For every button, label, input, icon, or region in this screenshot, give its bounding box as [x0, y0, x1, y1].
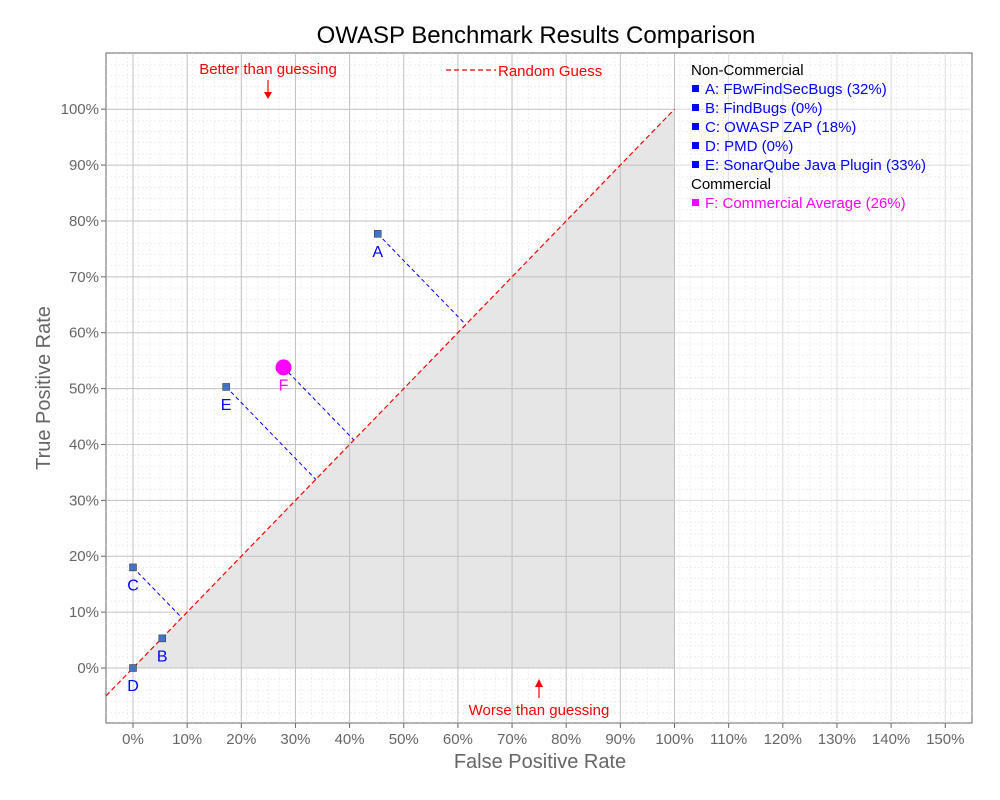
random-guess-label: Random Guess: [498, 63, 602, 80]
x-tick-label: 70%: [497, 731, 527, 748]
point-label-b: B: [157, 648, 168, 665]
random-guess-line: [105, 108, 675, 697]
x-tick-label: 60%: [443, 731, 473, 748]
y-axis-title: True Positive Rate: [33, 306, 55, 470]
point-label-f: F: [279, 377, 289, 394]
worse-than-guessing-region: [133, 109, 675, 668]
legend-swatch: [692, 123, 699, 130]
y-tick-label: 90%: [69, 157, 99, 174]
point-label-e: E: [221, 397, 232, 414]
distance-connectors: [132, 233, 467, 619]
connector-f: [283, 367, 355, 441]
x-tick-label: 110%: [710, 731, 747, 748]
better-than-guessing-label: Better than guessing: [199, 61, 337, 78]
y-tick-label: 40%: [69, 436, 99, 453]
x-tick-label: 140%: [872, 731, 910, 748]
legend-entry: C: OWASP ZAP (18%): [705, 119, 856, 136]
legend-group-commercial: Commercial: [691, 176, 771, 193]
x-axis-title: False Positive Rate: [454, 751, 626, 773]
legend-swatch: [692, 85, 699, 92]
x-tick-label: 10%: [172, 731, 202, 748]
y-tick-label: 100%: [61, 101, 99, 118]
y-tick-label: 70%: [69, 269, 99, 286]
random-guess-key: Random Guess: [446, 63, 602, 80]
x-tick-label: 90%: [605, 731, 635, 748]
legend: Non-Commercial A: FBwFindSecBugs (32%) B: …: [691, 62, 926, 212]
y-tick-label: 80%: [69, 213, 99, 230]
legend-entry: D: PMD (0%): [705, 138, 793, 155]
point-a: [374, 230, 382, 238]
x-tick-label: 20%: [226, 731, 256, 748]
x-axis-ticks: 0% 10% 20% 30% 40% 50% 60% 70% 80% 90% 100% 110% 120…: [122, 723, 964, 748]
connector-a: [377, 233, 467, 325]
connector-e: [225, 386, 317, 480]
legend-entry: F: Commercial Average (26%): [705, 195, 906, 212]
x-tick-label: 0%: [122, 731, 144, 748]
legend-entry: E: SonarQube Java Plugin (33%): [705, 157, 926, 174]
y-tick-label: 10%: [69, 604, 99, 621]
x-tick-label: 80%: [551, 731, 581, 748]
worse-than-guessing-label: Worse than guessing: [469, 702, 610, 719]
chart-title: OWASP Benchmark Results Comparison: [317, 22, 756, 49]
x-tick-label: 30%: [280, 731, 310, 748]
x-tick-label: 100%: [655, 731, 693, 748]
legend-swatch: [692, 161, 699, 168]
point-b: [158, 634, 166, 643]
legend-swatch: [692, 199, 699, 206]
y-tick-label: 20%: [69, 548, 99, 565]
legend-swatch: [692, 142, 699, 149]
legend-entry: A: FBwFindSecBugs (32%): [705, 81, 887, 98]
point-f: [275, 359, 292, 376]
x-tick-label: 130%: [818, 731, 856, 748]
point-label-c: C: [127, 577, 139, 594]
x-tick-label: 50%: [389, 731, 419, 748]
y-tick-label: 30%: [69, 492, 99, 509]
legend-swatch: [692, 104, 699, 111]
y-tick-label: 0%: [77, 660, 99, 677]
legend-entry: B: FindBugs (0%): [705, 100, 823, 117]
worse-arrow: [535, 679, 543, 698]
x-tick-label: 150%: [926, 731, 964, 748]
x-tick-label: 120%: [764, 731, 802, 748]
legend-group-non-commercial: Non-Commercial: [691, 62, 804, 79]
point-label-d: D: [127, 678, 139, 695]
major-grid: [106, 53, 972, 723]
y-axis-ticks: 0% 10% 20% 30% 40% 50% 60% 70% 80% 90% 100%: [61, 101, 106, 677]
y-tick-label: 60%: [69, 325, 99, 342]
point-e: [222, 383, 230, 391]
point-d: [129, 664, 137, 672]
point-c: [129, 563, 137, 572]
connector-c: [132, 567, 183, 619]
better-arrow: [264, 80, 272, 99]
point-label-a: A: [372, 244, 383, 261]
y-tick-label: 50%: [69, 381, 99, 398]
x-tick-label: 40%: [335, 731, 365, 748]
data-points: A B C D E F: [127, 230, 383, 695]
